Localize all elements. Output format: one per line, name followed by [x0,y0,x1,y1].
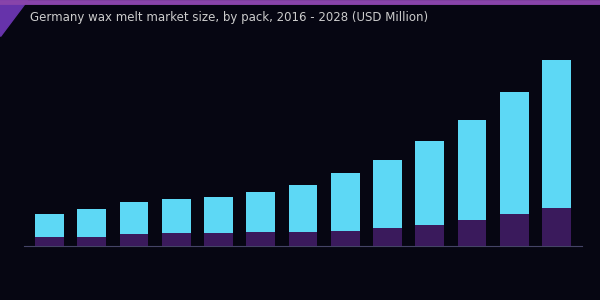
Bar [77,237,106,246]
Bar [500,92,529,214]
Bar [542,208,571,246]
Bar [458,120,487,220]
Text: Germany wax melt market size, by pack, 2016 - 2028 (USD Million): Germany wax melt market size, by pack, 2… [30,11,428,24]
Bar [77,209,106,237]
Bar [35,238,64,246]
Bar [373,160,402,228]
Bar [373,228,402,246]
Bar [415,225,444,246]
Bar [162,199,191,233]
Bar [119,202,148,234]
Bar [247,232,275,246]
Bar [204,196,233,233]
Bar [162,233,191,246]
Bar [289,185,317,232]
Bar [542,60,571,208]
Bar [289,232,317,246]
Bar [35,214,64,238]
Bar [331,231,359,246]
Bar [415,142,444,225]
Bar [500,214,529,246]
Bar [458,220,487,246]
Bar [119,234,148,246]
Bar [247,192,275,232]
Bar [331,173,359,231]
Bar [204,233,233,246]
